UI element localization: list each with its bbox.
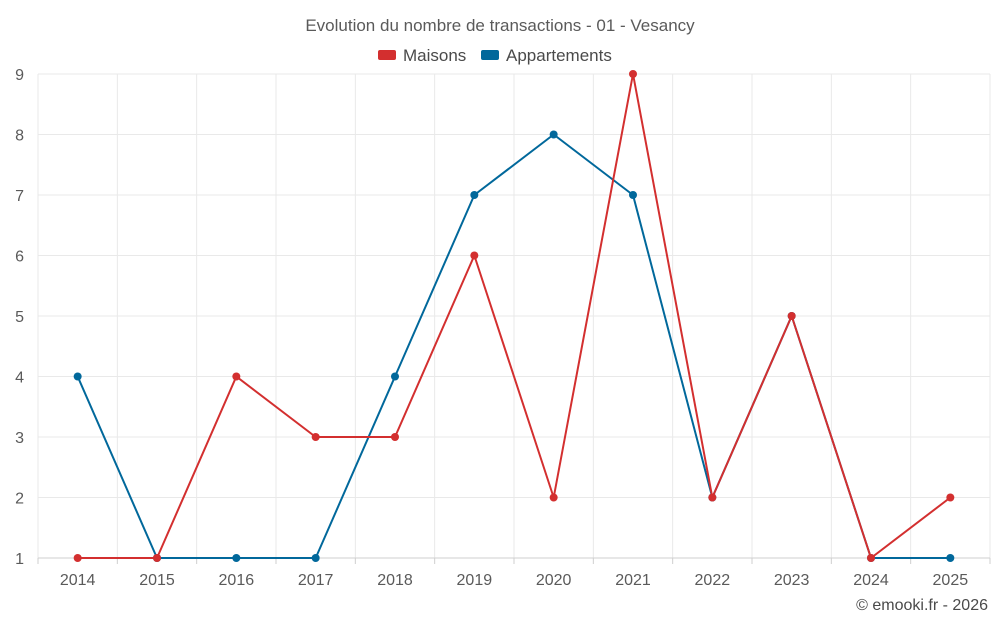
legend-label-appartements[interactable]: Appartements — [506, 46, 612, 65]
y-tick-label: 6 — [15, 249, 24, 266]
data-point-appartements[interactable] — [629, 191, 637, 199]
legend-label-maisons[interactable]: Maisons — [403, 46, 466, 65]
y-tick-label: 1 — [15, 551, 24, 568]
data-point-appartements[interactable] — [946, 554, 955, 562]
data-point-maisons[interactable] — [629, 70, 637, 78]
x-tick-label: 2024 — [853, 572, 889, 589]
legend: Maisons Appartements — [378, 46, 612, 65]
y-tick-label: 8 — [15, 128, 24, 145]
data-point-maisons[interactable] — [153, 554, 161, 562]
x-tick-label: 2023 — [774, 572, 810, 589]
y-tick-label: 4 — [15, 370, 24, 387]
y-tick-label: 5 — [15, 309, 24, 326]
data-point-maisons[interactable] — [787, 312, 796, 320]
x-tick-label: 2016 — [219, 572, 255, 589]
x-tick-label: 2019 — [457, 572, 493, 589]
y-tick-label: 3 — [15, 430, 24, 447]
data-point-appartements[interactable] — [311, 554, 320, 562]
chart-title: Evolution du nombre de transactions - 01… — [305, 16, 695, 35]
credit-label[interactable]: © emooki.fr - 2026 — [856, 597, 988, 614]
x-axis: 2014 2015 2016 2017 2018 2019 2020 2021 2022 2023… — [37, 557, 991, 589]
y-tick-label: 7 — [15, 188, 24, 205]
data-point-appartements[interactable] — [73, 372, 82, 381]
x-tick-label: 2018 — [377, 572, 413, 589]
data-point-appartements[interactable] — [549, 130, 558, 139]
y-tick-label: 9 — [15, 67, 24, 84]
x-tick-label: 2017 — [298, 572, 334, 589]
data-point-maisons[interactable] — [73, 554, 82, 562]
data-point-appartements[interactable] — [391, 372, 399, 381]
x-tick-label: 2025 — [933, 572, 969, 589]
data-point-maisons[interactable] — [867, 554, 875, 562]
y-tick-label: 2 — [15, 491, 24, 508]
gridlines — [37, 73, 991, 559]
data-point-maisons[interactable] — [549, 493, 558, 502]
x-tick-label: 2015 — [139, 572, 175, 589]
data-point-appartements[interactable] — [470, 191, 479, 199]
data-point-maisons[interactable] — [311, 433, 320, 441]
series-line-maisons — [77, 73, 951, 559]
x-tick-label: 2021 — [615, 572, 651, 589]
data-point-maisons[interactable] — [470, 251, 479, 260]
plot-area — [73, 70, 955, 562]
data-point-appartements[interactable] — [232, 554, 241, 562]
x-tick-label: 2014 — [60, 572, 96, 589]
data-point-maisons[interactable] — [708, 493, 717, 502]
y-axis: 1 2 3 4 5 6 7 8 9 — [15, 67, 24, 568]
x-tick-label: 2022 — [695, 572, 731, 589]
legend-swatch-maisons — [378, 50, 396, 60]
data-point-maisons[interactable] — [391, 433, 399, 441]
x-tick-label: 2020 — [536, 572, 572, 589]
data-point-maisons[interactable] — [946, 493, 955, 502]
data-point-maisons[interactable] — [232, 372, 241, 381]
legend-swatch-appartements — [481, 50, 499, 60]
